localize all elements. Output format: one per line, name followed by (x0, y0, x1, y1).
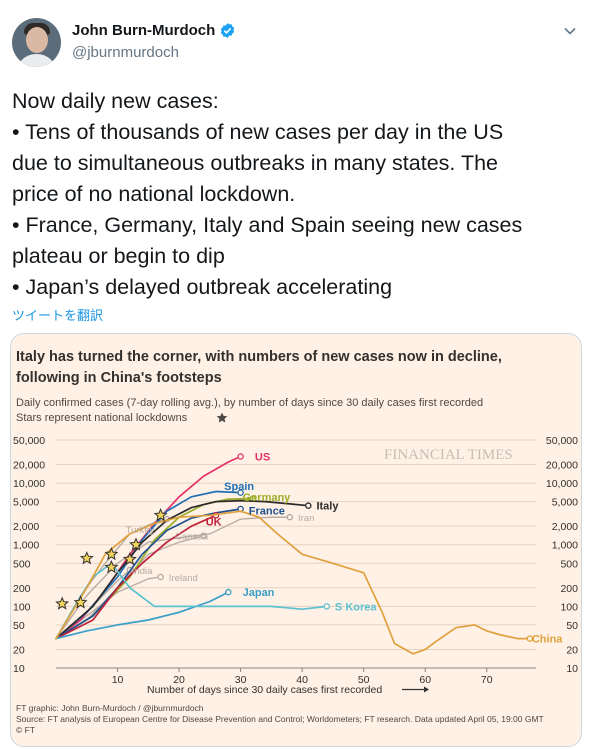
y-tick-label-left: 10 (13, 663, 25, 675)
series-label: Italy (316, 501, 339, 513)
tweet-text-line: • Tens of thousands of new cases per day… (12, 120, 504, 144)
user-handle[interactable]: @jburnmurdoch (72, 44, 179, 61)
series-label: France (249, 505, 285, 517)
lockdown-star (79, 551, 94, 565)
lockdown-star (129, 537, 143, 551)
series-endpoint (225, 588, 232, 596)
chart-title-line2: following in China's footsteps (16, 370, 222, 386)
y-tick-label-right: 100 (560, 601, 578, 613)
lockdown-star (104, 547, 119, 561)
y-tick-label-right: 20,000 (546, 460, 578, 472)
star-icon (216, 412, 228, 423)
chevron-down-icon[interactable] (563, 24, 577, 38)
series-endpoint (323, 603, 331, 610)
x-tick-label: 70 (481, 674, 493, 686)
y-tick-label-right: 200 (560, 583, 578, 595)
series-label: Germany (243, 492, 292, 504)
y-tick-label-left: 500 (13, 558, 31, 570)
lockdown-star (55, 596, 70, 610)
y-tick-label-left: 10,000 (13, 478, 45, 490)
series-line-china (55, 510, 531, 655)
series-line-france (55, 508, 242, 640)
chart-footer-credit: FT graphic: John Burn-Murdoch / @jburnmu… (16, 703, 204, 713)
y-tick-label-right: 10,000 (546, 478, 578, 490)
series-label: UK (206, 516, 222, 528)
series-endpoint (305, 502, 312, 509)
series-line-italy (55, 499, 310, 640)
y-tick-label-left: 2,000 (13, 521, 39, 533)
x-tick-label: 30 (235, 674, 247, 686)
ft-chart: Italy has turned the corner, with number… (13, 349, 578, 735)
x-axis-label: Number of days since 30 daily cases firs… (147, 684, 382, 696)
lockdown-star (104, 560, 119, 574)
tweet-text: Now daily new cases: • Tens of thousands… (12, 86, 582, 303)
tweet-text-line: plateau or begin to dip (12, 244, 225, 268)
y-tick-label-right: 2,000 (552, 521, 578, 533)
series-label: China (532, 634, 563, 646)
series-label: US (255, 451, 270, 463)
tweet-text-line: • France, Germany, Italy and Spain seein… (12, 213, 523, 237)
avatar[interactable] (12, 18, 61, 67)
y-tick-label-right: 500 (560, 558, 578, 570)
series-label: Spain (224, 481, 254, 493)
y-tick-label-left: 1,000 (13, 540, 39, 552)
x-tick-label: 60 (419, 674, 431, 686)
series-label: Turkey (126, 525, 155, 536)
chart-footer-source: Source: FT analysis of European Centre f… (16, 714, 544, 724)
y-tick-label-right: 5,000 (552, 497, 578, 509)
series-line-japan (55, 591, 230, 640)
y-tick-label-right: 50,000 (546, 435, 578, 447)
y-tick-label-left: 50 (13, 620, 25, 632)
y-tick-label-left: 5,000 (13, 497, 39, 509)
series-endpoint (286, 513, 294, 521)
series-endpoint (237, 453, 244, 460)
translate-tweet-link[interactable]: ツイートを翻訳 (12, 308, 104, 323)
series-label: Iran (298, 513, 314, 524)
x-tick-label: 40 (296, 674, 308, 686)
series-endpoint (526, 635, 534, 642)
lockdown-star (153, 508, 168, 522)
series-label: India (132, 566, 153, 577)
series-line-uk (55, 514, 217, 640)
y-tick-label-left: 100 (13, 601, 31, 613)
y-tick-label-left: 20 (13, 644, 25, 656)
chart-image-card[interactable]: Italy has turned the corner, with number… (10, 333, 582, 747)
user-name[interactable]: John Burn-Murdoch (72, 22, 216, 39)
series-label: Canada (175, 532, 209, 543)
y-tick-label-left: 20,000 (13, 460, 45, 472)
series-label: Ireland (169, 573, 198, 584)
chart-title-line1: Italy has turned the corner, with number… (16, 349, 502, 365)
user-name-row[interactable]: John Burn-Murdoch (72, 22, 236, 39)
y-tick-label-left: 50,000 (13, 435, 45, 447)
y-tick-label-right: 1,000 (552, 540, 578, 552)
y-tick-label-left: 200 (13, 583, 31, 595)
chart-footer-copyright: © FT (16, 725, 35, 735)
series-endpoint (237, 489, 244, 496)
tweet-text-line: price of no national lockdown. (12, 182, 296, 206)
y-tick-label-right: 10 (566, 663, 578, 675)
y-tick-label-right: 20 (566, 644, 578, 656)
series-endpoint (157, 573, 164, 581)
ft-brand: FINANCIAL TIMES (384, 447, 513, 463)
verified-badge-icon (221, 23, 235, 38)
series-label: Japan (243, 587, 275, 599)
series-line-iran (55, 516, 291, 640)
x-tick-label: 50 (358, 674, 370, 686)
chart-subtitle-line2: Stars represent national lockdowns (16, 412, 188, 424)
tweet-text-line: due to simultaneous outbreaks in many st… (12, 151, 499, 175)
tweet-text-line: • Japan’s delayed outbreak accelerating (12, 275, 393, 299)
x-tick-label: 20 (173, 674, 185, 686)
series-label: S Korea (335, 601, 377, 613)
x-tick-label: 10 (112, 674, 124, 686)
chart-subtitle-line1: Daily confirmed cases (7-day rolling avg… (16, 397, 483, 409)
y-tick-label-right: 50 (566, 620, 578, 632)
tweet-text-line: Now daily new cases: (12, 89, 219, 113)
lockdown-star (122, 551, 137, 566)
lockdown-star (73, 595, 88, 609)
arrow-right-icon (424, 686, 429, 693)
